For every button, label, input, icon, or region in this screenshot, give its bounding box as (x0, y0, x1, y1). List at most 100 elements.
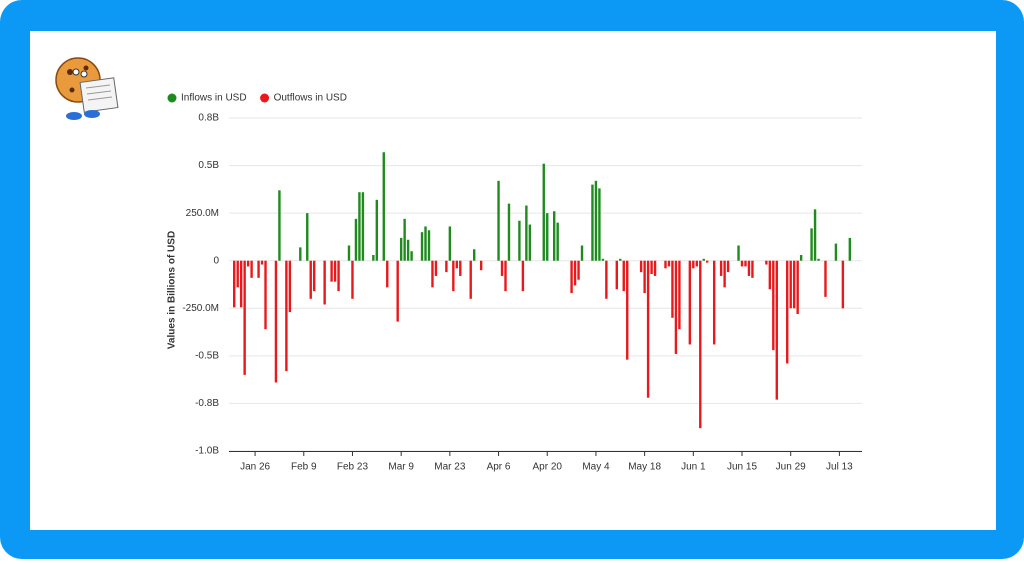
bar (824, 260, 827, 297)
bar (552, 211, 556, 261)
bar (664, 260, 667, 269)
bar (239, 260, 243, 308)
bar (497, 180, 500, 261)
bar (570, 260, 573, 294)
bar (726, 260, 730, 273)
x-tick-label: May 4 (582, 462, 610, 473)
mascot (55, 57, 119, 120)
bar (751, 260, 754, 278)
bar (525, 205, 528, 261)
x-tick-label: Jun 29 (776, 462, 806, 473)
bar (810, 228, 813, 261)
legend-marker[interactable] (167, 93, 177, 103)
bar (817, 258, 820, 261)
bar (646, 260, 650, 398)
bar (504, 260, 507, 292)
bar (257, 260, 260, 278)
bar (406, 239, 410, 261)
bar (469, 260, 472, 299)
bar (615, 260, 618, 290)
bar (786, 260, 789, 364)
bar (848, 237, 852, 261)
bar (834, 243, 838, 261)
y-tick-label: -0.8B (195, 398, 219, 409)
bar (372, 255, 375, 261)
bar (622, 260, 625, 292)
bar (556, 222, 559, 261)
legend-label[interactable]: Outflows in USD (274, 93, 347, 104)
bar (306, 213, 309, 261)
x-tick-label: Mar 23 (434, 462, 466, 473)
bar (309, 260, 312, 299)
x-tick-label: Apr 6 (487, 462, 511, 473)
bar (386, 260, 389, 288)
bar (452, 260, 455, 292)
x-tick-label: Apr 20 (533, 462, 563, 473)
bar (789, 260, 792, 309)
bar (643, 260, 646, 294)
bar (518, 220, 521, 261)
bar (500, 260, 504, 276)
bar (528, 224, 532, 261)
bar (747, 260, 751, 276)
bar (765, 260, 768, 265)
bar (288, 260, 292, 313)
bar (768, 260, 772, 290)
bar (358, 192, 361, 261)
bar (740, 260, 744, 267)
bar (577, 260, 580, 280)
bar (702, 258, 705, 261)
bar (591, 184, 594, 261)
bar (333, 260, 337, 282)
bar (667, 260, 671, 267)
bar (671, 260, 674, 318)
y-tick-label: 0 (213, 255, 219, 266)
bar (775, 260, 778, 400)
bar (233, 260, 236, 308)
bar (619, 258, 622, 261)
bar (455, 260, 459, 269)
bar (396, 260, 399, 322)
bar (723, 260, 726, 288)
bar (678, 260, 681, 330)
legend-marker[interactable] (260, 93, 270, 103)
y-tick-label: 250.0M (186, 208, 219, 219)
x-tick-label: Feb 9 (291, 462, 317, 473)
bar (692, 260, 695, 269)
bar (706, 260, 709, 263)
bar (278, 190, 281, 261)
bar (424, 226, 427, 261)
bar (605, 260, 608, 299)
bar (737, 245, 740, 261)
bar (420, 232, 424, 261)
bar (375, 199, 379, 261)
x-tick-label: May 18 (628, 462, 661, 473)
bar (274, 260, 278, 383)
y-tick-label: -1.0B (195, 446, 219, 457)
x-tick-label: Jan 26 (240, 462, 270, 473)
bar (653, 260, 657, 276)
bar (542, 163, 545, 261)
bar (351, 260, 354, 299)
x-tick-label: Mar 9 (388, 462, 414, 473)
y-axis-label: Values in Billions of USD (167, 231, 178, 349)
bar (448, 226, 452, 261)
bar (507, 203, 511, 261)
panel (30, 31, 996, 530)
legend-label[interactable]: Inflows in USD (181, 93, 247, 104)
bar (431, 260, 434, 288)
bar (594, 180, 598, 261)
y-tick-label: 0.8B (198, 113, 219, 124)
bar (792, 260, 796, 309)
bar (479, 260, 483, 271)
y-tick-label: -250.0M (182, 303, 219, 314)
x-tick-label: Jul 13 (826, 462, 853, 473)
bar (330, 260, 333, 282)
bar (841, 260, 845, 309)
bar (236, 260, 239, 288)
bar (695, 260, 698, 267)
bar (459, 260, 462, 276)
bar (382, 152, 385, 261)
bar (347, 245, 351, 261)
